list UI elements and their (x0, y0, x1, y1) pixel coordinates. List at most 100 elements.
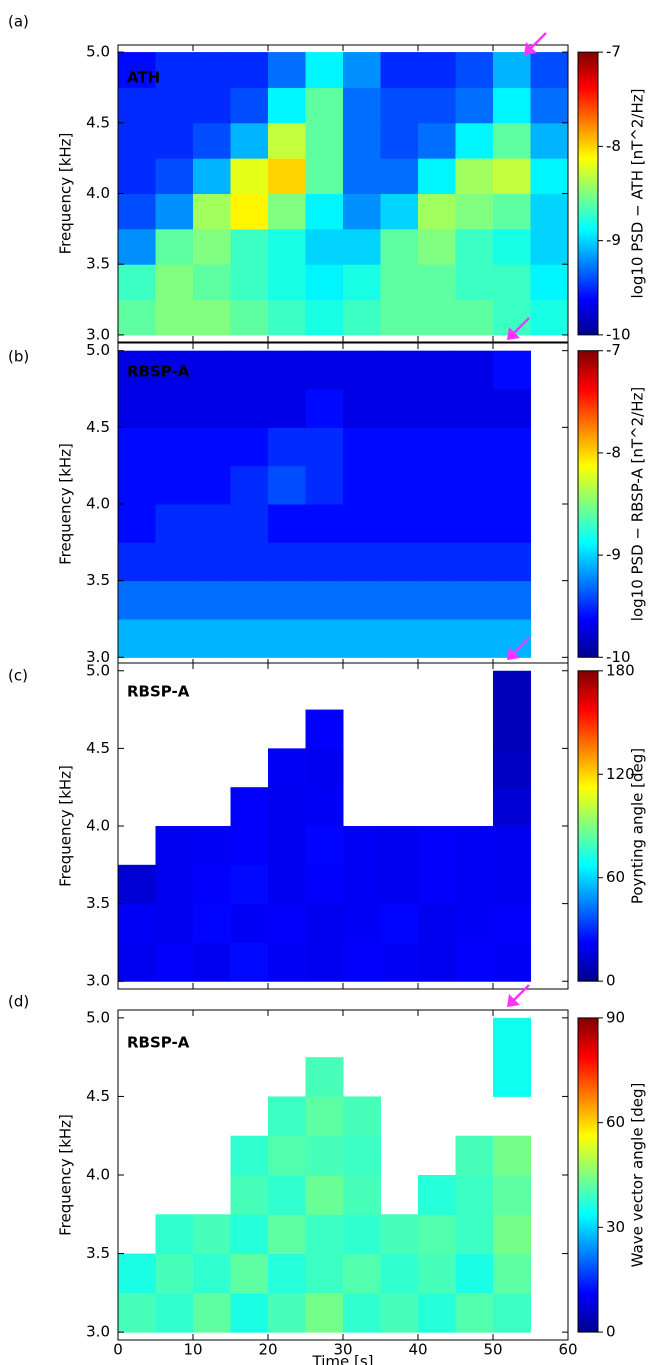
heatmap-cell (155, 465, 194, 505)
heatmap-cell (305, 52, 344, 88)
heatmap-cell (193, 228, 231, 265)
heatmap-cell (118, 87, 156, 124)
y-tick-label: 5.0 (86, 341, 110, 359)
y-tick-label: 3.5 (86, 1244, 110, 1262)
heatmap-cell (418, 504, 456, 543)
heatmap-cell (530, 158, 569, 194)
panel-title: RBSP-A (127, 683, 190, 701)
heatmap-cell (230, 942, 269, 982)
heatmap-cell (455, 580, 494, 620)
heatmap-cell (305, 264, 344, 301)
heatmap-cell (268, 903, 306, 943)
heatmap-cell (343, 864, 381, 905)
y-tick-label: 4.0 (86, 1166, 110, 1184)
panel-title: RBSP-A (127, 1034, 190, 1052)
heatmap-cell (418, 1214, 456, 1255)
heatmap-cell (455, 504, 494, 543)
heatmap-cell (305, 619, 344, 658)
heatmap-cell (118, 228, 156, 265)
heatmap-cell (268, 193, 306, 230)
heatmap-cell (455, 1214, 494, 1255)
heatmap-cell (418, 1253, 456, 1294)
heatmap-cell (193, 903, 231, 943)
heatmap-cell (455, 299, 494, 336)
panel-label: (b) (8, 348, 29, 366)
heatmap-cell (493, 1175, 531, 1215)
heatmap-cell (380, 52, 419, 88)
heatmap-cell (268, 787, 306, 827)
heatmap-cell (155, 87, 194, 124)
heatmap-cell (493, 52, 531, 88)
panel-label: (c) (8, 667, 28, 685)
heatmap-cell (268, 1135, 306, 1176)
heatmap-cell (305, 942, 344, 982)
heatmap-cell (268, 826, 306, 866)
y-tick-label: 3.0 (86, 972, 110, 990)
x-tick-label: 30 (333, 1341, 352, 1359)
heatmap-cell (305, 748, 344, 788)
heatmap-cell (455, 1135, 494, 1176)
heatmap-cell (305, 542, 344, 582)
heatmap-cell (193, 264, 231, 301)
heatmap-cell (118, 465, 156, 505)
y-tick-label: 3.5 (86, 571, 110, 589)
heatmap-cell (343, 87, 381, 124)
heatmap-cell (380, 122, 419, 159)
heatmap-cell (343, 1096, 381, 1137)
colorbar-tick-label: 120 (606, 765, 635, 783)
heatmap-cell (493, 1135, 531, 1176)
heatmap-cell (493, 350, 531, 390)
heatmap-cell (230, 1253, 269, 1294)
colorbar (577, 51, 599, 336)
heatmap-cell (230, 1214, 269, 1255)
heatmap-cell (155, 504, 194, 543)
heatmap-cell (493, 670, 531, 711)
heatmap-cell (155, 427, 194, 467)
heatmap-cell (455, 350, 494, 390)
heatmap-cell (118, 299, 156, 336)
heatmap-cell (493, 903, 531, 943)
heatmap-cell (268, 748, 306, 788)
heatmap-cell (230, 52, 269, 88)
heatmap-cell (155, 903, 194, 943)
heatmap-cell (230, 504, 269, 543)
heatmap-cell (268, 1292, 306, 1333)
y-axis-label: Frequency [kHz] (57, 1114, 75, 1236)
heatmap-cell (530, 228, 569, 265)
x-axis-label: Time [s] (312, 1353, 374, 1365)
heatmap-cell (380, 542, 419, 582)
heatmap-cell (418, 193, 456, 230)
x-tick-label: 50 (483, 1341, 502, 1359)
heatmap-cell (193, 1214, 231, 1255)
heatmap-cell (193, 389, 231, 428)
heatmap-cell (118, 427, 156, 467)
heatmap-cell (380, 864, 419, 905)
heatmap-cell (493, 1214, 531, 1255)
heatmap-cell (118, 580, 156, 620)
heatmap-cell (230, 465, 269, 505)
heatmap-cell (305, 1096, 344, 1137)
heatmap-cell (380, 1214, 419, 1255)
heatmap-cell (155, 1292, 194, 1333)
heatmap-cell (193, 826, 231, 866)
y-tick-label: 4.5 (86, 113, 110, 131)
colorbar-label: Poynting angle [deg] (629, 748, 647, 904)
heatmap-cell (155, 389, 194, 428)
heatmap-cell (305, 903, 344, 943)
heatmap-cell (305, 709, 344, 749)
y-tick-label: 4.5 (86, 1087, 110, 1105)
heatmap-cell (455, 87, 494, 124)
heatmap-cell (193, 350, 231, 390)
colorbar-tick-label: 180 (606, 661, 635, 679)
heatmap-cell (455, 427, 494, 467)
heatmap-cell (155, 826, 194, 866)
colorbar-tick-label: 60 (606, 1113, 625, 1131)
heatmap-cell (193, 122, 231, 159)
heatmap-cell (493, 748, 531, 788)
heatmap-cell (380, 1253, 419, 1294)
heatmap-cell (455, 193, 494, 230)
heatmap-cell (418, 619, 456, 658)
heatmap-cell (268, 389, 306, 428)
y-tick-label: 4.0 (86, 495, 110, 513)
colorbar (577, 1017, 599, 1333)
